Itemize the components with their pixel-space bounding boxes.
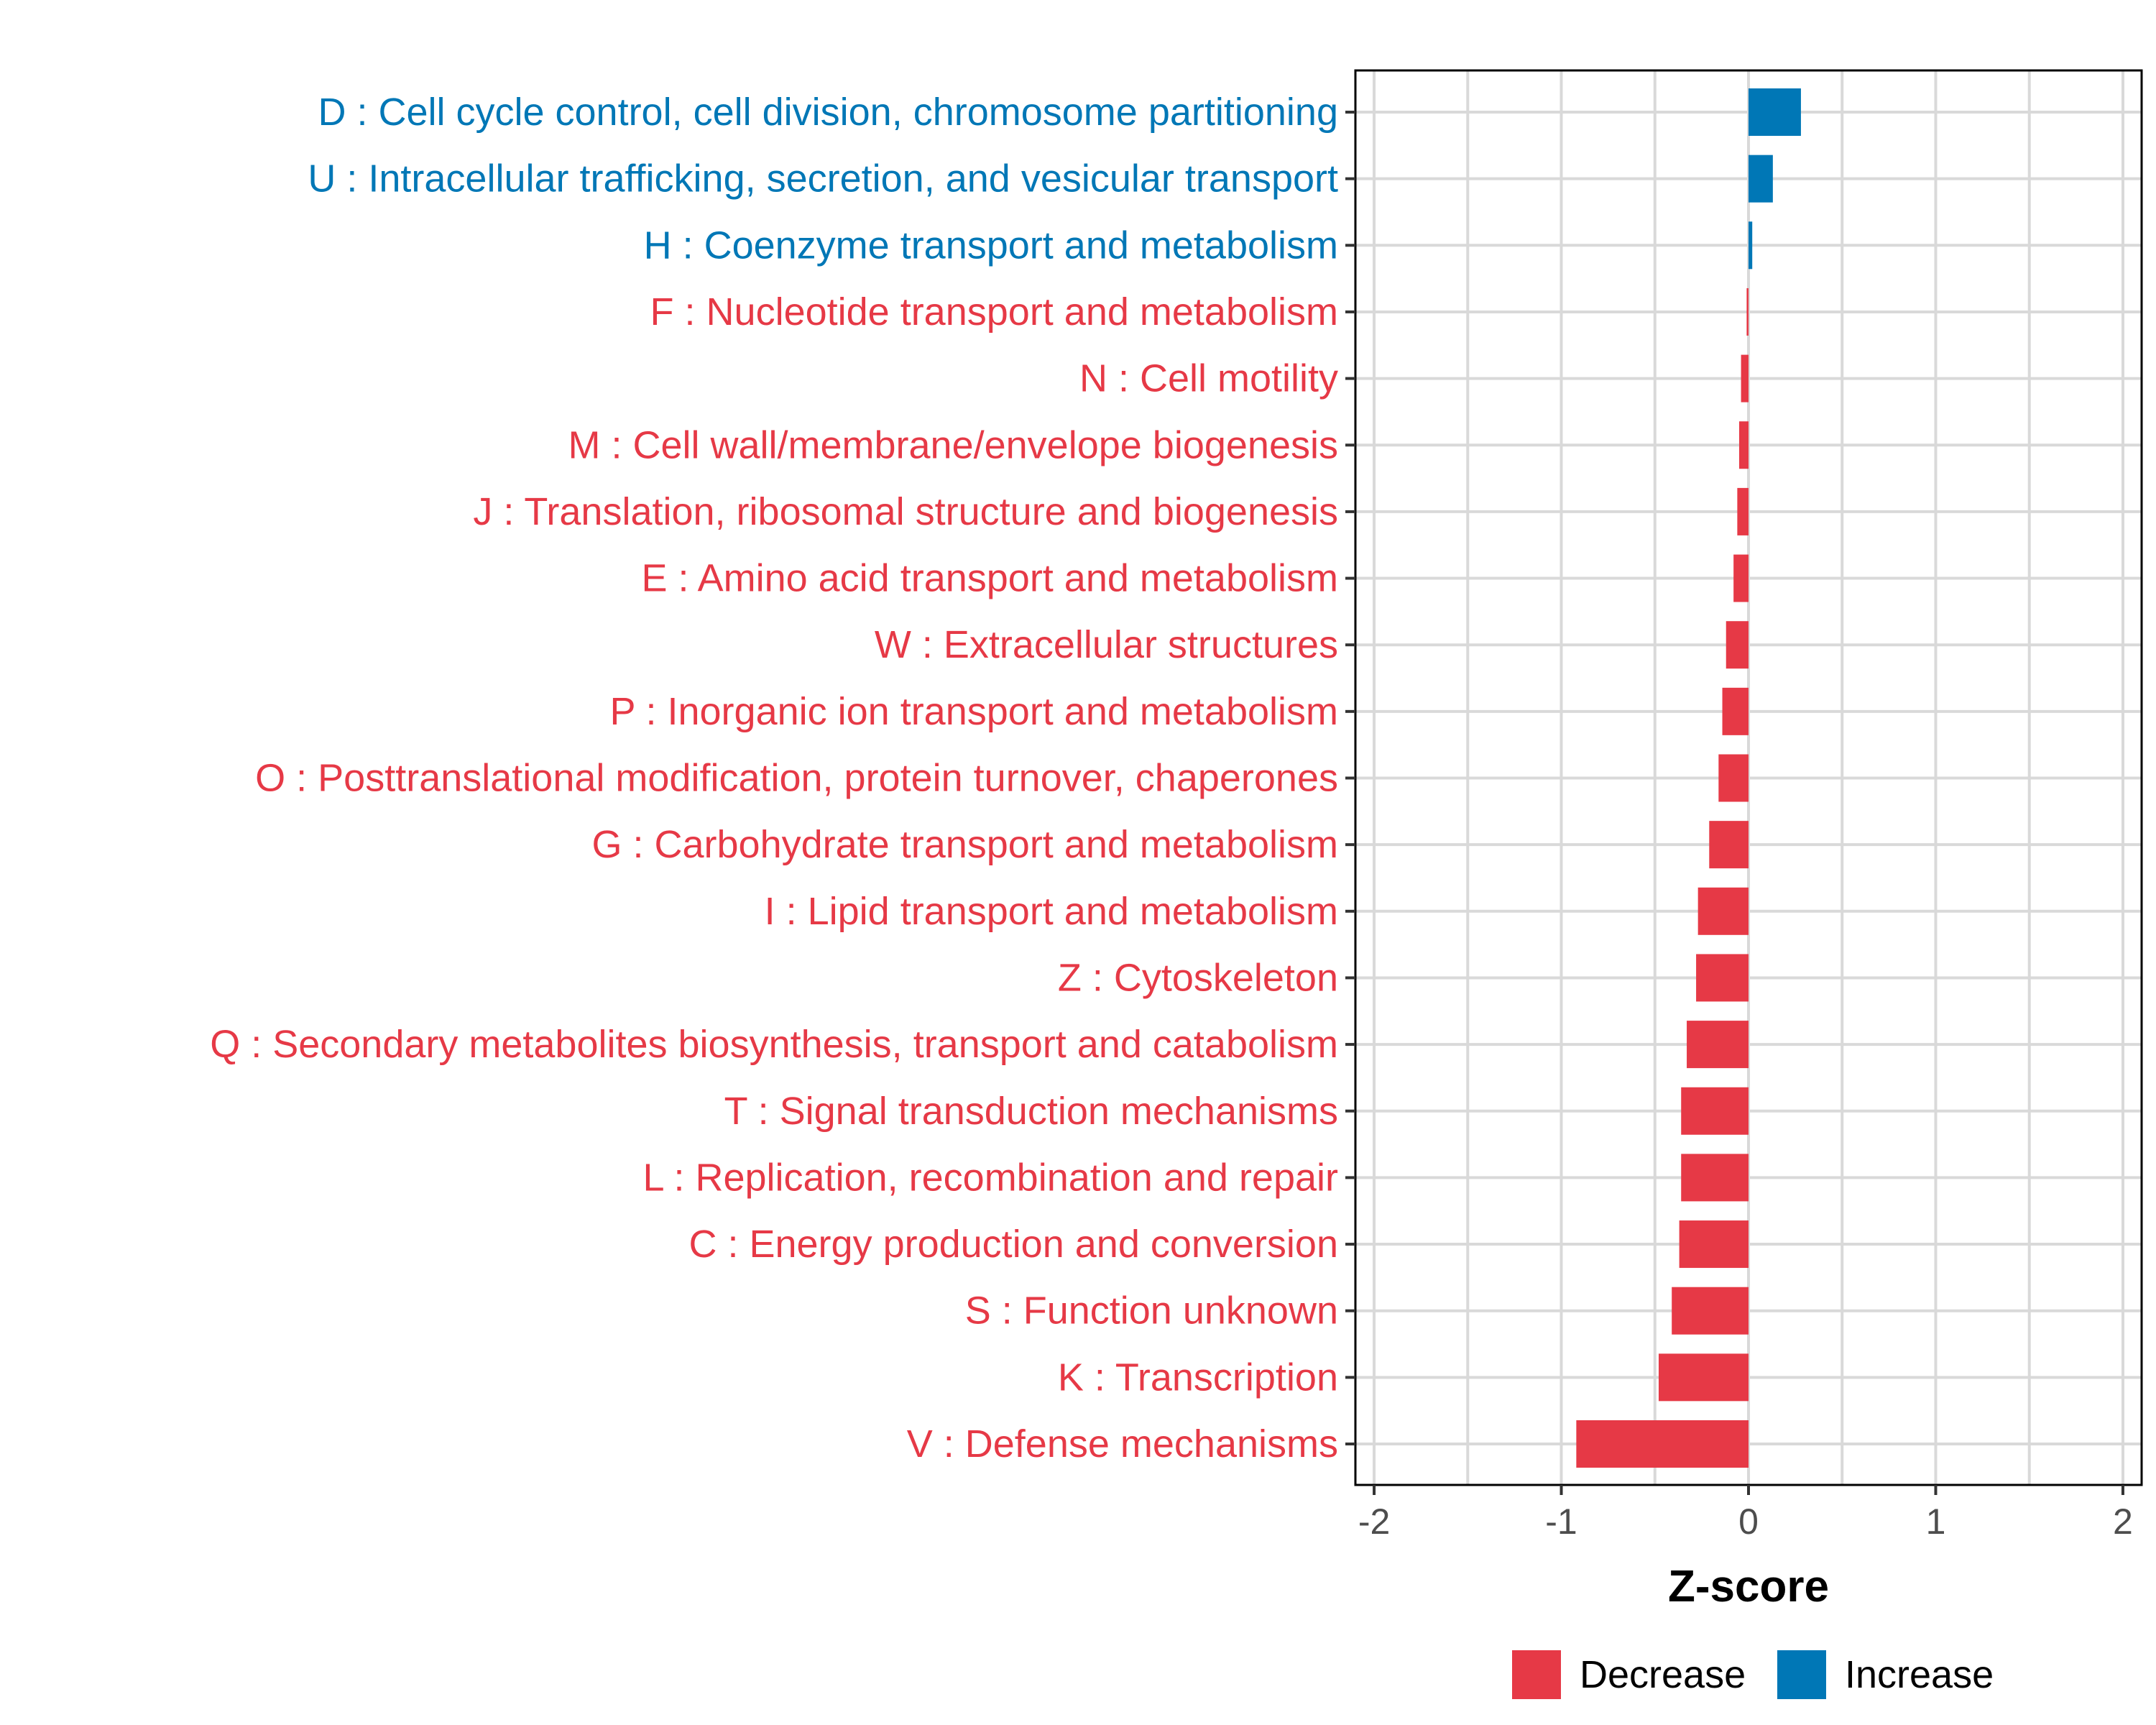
category-label: I : Lipid transport and metabolism (765, 890, 1338, 933)
category-label: J : Translation, ribosomal structure and… (473, 490, 1338, 533)
bar-decrease (1681, 1087, 1749, 1135)
bar-decrease (1696, 954, 1749, 1002)
bar-decrease (1741, 354, 1749, 402)
bar-decrease (1746, 288, 1749, 336)
category-label: V : Defense mechanisms (907, 1422, 1338, 1466)
category-label: U : Intracellular trafficking, secretion… (308, 157, 1338, 201)
legend-label-increase: Increase (1845, 1653, 1994, 1696)
y-axis-ticks (1345, 111, 1355, 1445)
bar-decrease (1709, 821, 1749, 869)
category-label: N : Cell motility (1079, 357, 1338, 400)
x-tick-labels: -2 -1 0 1 2 (1358, 1501, 2133, 1542)
category-label: E : Amino acid transport and metabolism (642, 557, 1338, 600)
category-label: F : Nucleotide transport and metabolism (650, 290, 1338, 334)
category-label: S : Function unknown (965, 1289, 1338, 1333)
legend-swatch-increase (1777, 1650, 1826, 1699)
legend-label-decrease: Decrease (1580, 1653, 1746, 1696)
x-axis-ticks (1373, 1485, 2124, 1495)
bar-decrease (1658, 1353, 1749, 1402)
bar-decrease (1679, 1220, 1749, 1269)
category-label: P : Inorganic ion transport and metaboli… (609, 690, 1338, 733)
bar-decrease (1697, 887, 1749, 935)
bar-decrease (1687, 1021, 1749, 1069)
category-label: C : Energy production and conversion (688, 1223, 1338, 1266)
x-tick-label: 0 (1738, 1501, 1759, 1542)
x-tick-label: 2 (2113, 1501, 2133, 1542)
category-label: M : Cell wall/membrane/envelope biogenes… (568, 423, 1338, 466)
bar-decrease (1737, 487, 1749, 535)
bar-decrease (1738, 421, 1749, 469)
category-label: O : Posttranslational modification, prot… (255, 757, 1338, 800)
category-label: W : Extracellular structures (875, 623, 1338, 666)
category-label: K : Transcription (1058, 1356, 1338, 1399)
bars (1576, 88, 1801, 1468)
bar-increase (1749, 221, 1753, 270)
x-tick-label: 1 (1926, 1501, 1946, 1542)
category-label: H : Coenzyme transport and metabolism (644, 224, 1338, 267)
category-labels: D : Cell cycle control, cell division, c… (210, 91, 1338, 1466)
legend: Decrease Increase (1512, 1650, 1994, 1699)
x-tick-label: -2 (1358, 1501, 1390, 1542)
bar-increase (1749, 155, 1773, 203)
bar-decrease (1576, 1420, 1749, 1468)
bar-decrease (1718, 754, 1749, 802)
category-label: Q : Secondary metabolites biosynthesis, … (210, 1023, 1338, 1066)
bar-decrease (1722, 687, 1749, 735)
category-label: D : Cell cycle control, cell division, c… (318, 91, 1338, 134)
category-label: G : Carbohydrate transport and metabolis… (592, 823, 1339, 866)
x-tick-label: -1 (1545, 1501, 1577, 1542)
category-label: Z : Cytoskeleton (1058, 956, 1338, 999)
category-label: T : Signal transduction mechanisms (724, 1090, 1338, 1133)
legend-swatch-decrease (1512, 1650, 1561, 1699)
category-label: L : Replication, recombination and repai… (642, 1156, 1338, 1199)
bar-decrease (1726, 621, 1749, 669)
bar-increase (1749, 88, 1801, 136)
bar-decrease (1672, 1287, 1749, 1335)
bar-decrease (1733, 554, 1749, 602)
x-axis-title: Z-score (1668, 1562, 1829, 1611)
bar-decrease (1681, 1154, 1749, 1202)
